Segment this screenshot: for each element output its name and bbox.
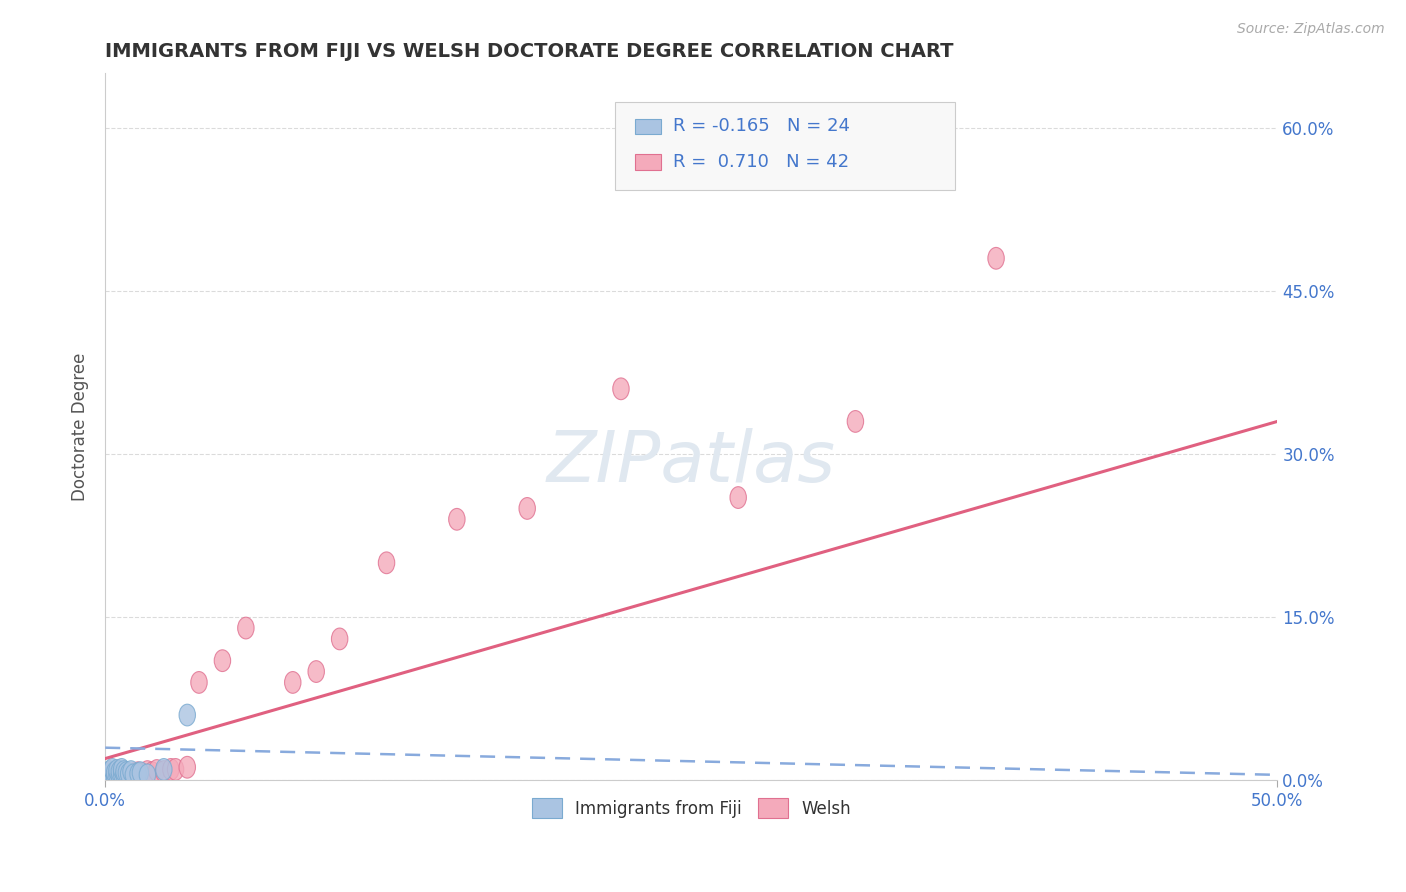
Ellipse shape bbox=[107, 766, 122, 788]
Ellipse shape bbox=[378, 552, 395, 574]
Ellipse shape bbox=[108, 762, 125, 783]
Ellipse shape bbox=[100, 767, 115, 789]
Ellipse shape bbox=[107, 764, 122, 786]
Ellipse shape bbox=[125, 763, 142, 785]
Ellipse shape bbox=[179, 756, 195, 778]
Ellipse shape bbox=[191, 672, 207, 693]
Ellipse shape bbox=[143, 762, 160, 783]
Ellipse shape bbox=[107, 762, 122, 783]
Ellipse shape bbox=[108, 760, 125, 781]
Ellipse shape bbox=[108, 764, 125, 786]
Ellipse shape bbox=[118, 766, 135, 788]
Ellipse shape bbox=[122, 761, 139, 782]
Ellipse shape bbox=[156, 758, 172, 780]
Text: IMMIGRANTS FROM FIJI VS WELSH DOCTORATE DEGREE CORRELATION CHART: IMMIGRANTS FROM FIJI VS WELSH DOCTORATE … bbox=[105, 42, 953, 61]
FancyBboxPatch shape bbox=[636, 119, 661, 134]
Ellipse shape bbox=[284, 672, 301, 693]
Ellipse shape bbox=[156, 761, 172, 782]
Ellipse shape bbox=[104, 765, 121, 787]
Ellipse shape bbox=[129, 762, 146, 783]
Ellipse shape bbox=[332, 628, 347, 649]
Ellipse shape bbox=[107, 766, 122, 788]
Ellipse shape bbox=[111, 766, 128, 788]
Ellipse shape bbox=[214, 649, 231, 672]
Ellipse shape bbox=[449, 508, 465, 530]
Ellipse shape bbox=[108, 767, 125, 789]
Y-axis label: Doctorate Degree: Doctorate Degree bbox=[72, 352, 89, 501]
Text: Source: ZipAtlas.com: Source: ZipAtlas.com bbox=[1237, 22, 1385, 37]
Ellipse shape bbox=[111, 763, 128, 785]
Ellipse shape bbox=[308, 661, 325, 682]
Ellipse shape bbox=[139, 761, 156, 782]
FancyBboxPatch shape bbox=[614, 102, 955, 190]
Ellipse shape bbox=[128, 765, 143, 787]
Ellipse shape bbox=[115, 764, 132, 786]
Ellipse shape bbox=[167, 758, 184, 780]
Ellipse shape bbox=[100, 764, 115, 786]
Ellipse shape bbox=[122, 765, 139, 787]
Ellipse shape bbox=[163, 758, 179, 780]
Ellipse shape bbox=[114, 765, 129, 787]
Ellipse shape bbox=[111, 765, 128, 787]
Ellipse shape bbox=[139, 764, 156, 786]
Text: ZIPatlas: ZIPatlas bbox=[547, 427, 835, 497]
Ellipse shape bbox=[118, 762, 135, 783]
Text: R =  0.710   N = 42: R = 0.710 N = 42 bbox=[672, 153, 849, 170]
Ellipse shape bbox=[519, 498, 536, 519]
Ellipse shape bbox=[132, 762, 149, 783]
Ellipse shape bbox=[135, 763, 150, 785]
Text: R = -0.165   N = 24: R = -0.165 N = 24 bbox=[672, 118, 849, 136]
Ellipse shape bbox=[101, 761, 118, 782]
Ellipse shape bbox=[613, 378, 628, 400]
Ellipse shape bbox=[115, 764, 132, 786]
Ellipse shape bbox=[149, 760, 165, 781]
Ellipse shape bbox=[115, 761, 132, 782]
Ellipse shape bbox=[101, 766, 118, 788]
Ellipse shape bbox=[988, 247, 1004, 269]
Ellipse shape bbox=[100, 764, 115, 786]
FancyBboxPatch shape bbox=[636, 154, 661, 169]
Ellipse shape bbox=[104, 767, 121, 789]
Ellipse shape bbox=[238, 617, 254, 639]
Ellipse shape bbox=[132, 764, 149, 786]
Ellipse shape bbox=[121, 764, 136, 786]
Ellipse shape bbox=[121, 763, 136, 785]
Ellipse shape bbox=[179, 704, 195, 726]
Ellipse shape bbox=[125, 764, 142, 786]
Ellipse shape bbox=[111, 761, 128, 782]
Ellipse shape bbox=[848, 410, 863, 433]
Ellipse shape bbox=[114, 758, 129, 780]
Legend: Immigrants from Fiji, Welsh: Immigrants from Fiji, Welsh bbox=[524, 791, 858, 825]
Ellipse shape bbox=[104, 763, 121, 785]
Ellipse shape bbox=[101, 766, 118, 788]
Ellipse shape bbox=[114, 763, 129, 785]
Ellipse shape bbox=[101, 762, 118, 783]
Ellipse shape bbox=[730, 487, 747, 508]
Ellipse shape bbox=[104, 758, 121, 780]
Ellipse shape bbox=[129, 763, 146, 785]
